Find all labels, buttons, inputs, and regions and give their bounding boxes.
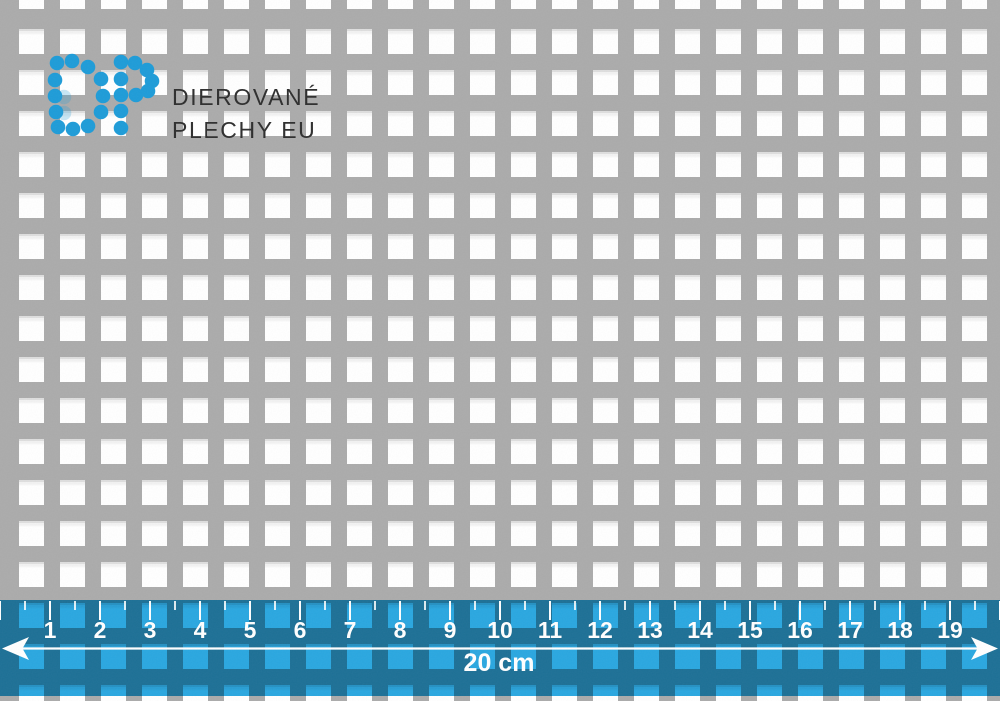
brand-name: DIEROVANÉ PLECHY EU [172, 81, 320, 147]
brand-name-line-2: PLECHY EU [172, 117, 317, 143]
dp-dot-logo-icon [47, 53, 160, 137]
brand-logo: DIEROVANÉ PLECHY EU [0, 0, 360, 150]
total-length-label: 20 cm [463, 649, 535, 677]
measurement-ruler: 1 2 3 4 5 6 7 8 9 10 11 12 13 14 15 16 17 18 19 20 cm [0, 600, 1000, 701]
brand-name-line-1: DIEROVANÉ [172, 84, 321, 110]
